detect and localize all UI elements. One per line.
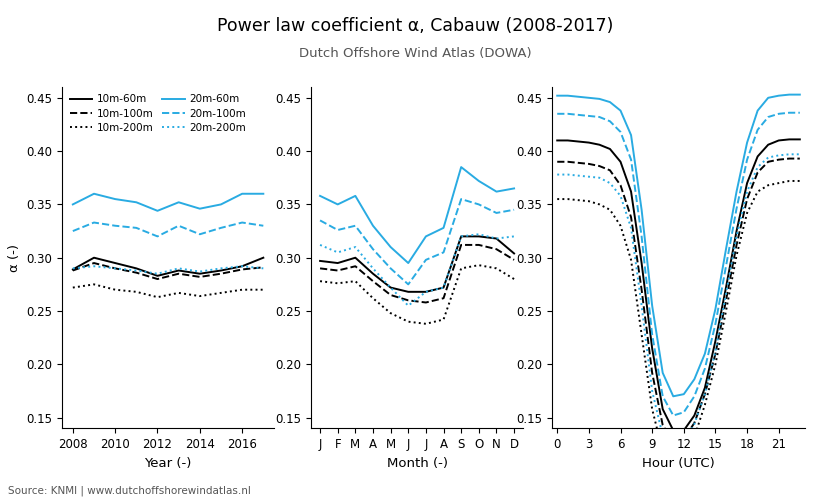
Text: Power law coefficient α, Cabauw (2008-2017): Power law coefficient α, Cabauw (2008-20… (217, 17, 613, 35)
Y-axis label: α (-): α (-) (8, 244, 21, 272)
X-axis label: Hour (UTC): Hour (UTC) (642, 457, 715, 470)
Text: Dutch Offshore Wind Atlas (DOWA): Dutch Offshore Wind Atlas (DOWA) (299, 47, 531, 60)
X-axis label: Month (-): Month (-) (387, 457, 447, 470)
Legend: 10m-60m, 10m-100m, 10m-200m, 20m-60m, 20m-100m, 20m-200m: 10m-60m, 10m-100m, 10m-200m, 20m-60m, 20… (67, 92, 247, 135)
X-axis label: Year (-): Year (-) (144, 457, 192, 470)
Text: Source: KNMI | www.dutchoffshorewindatlas.nl: Source: KNMI | www.dutchoffshorewindatla… (8, 485, 251, 496)
